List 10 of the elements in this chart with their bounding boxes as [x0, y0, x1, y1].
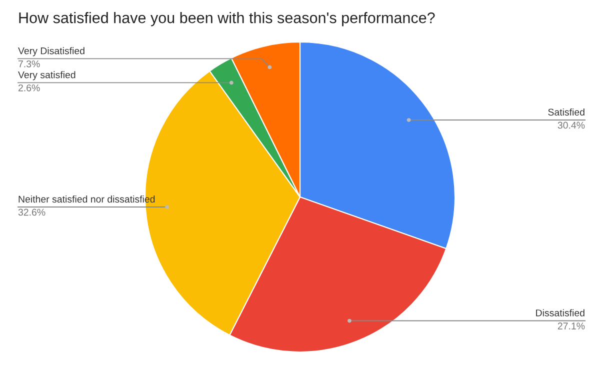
- chart-title: How satisfied have you been with this season's performance?: [19, 12, 435, 26]
- slice-label: Very satisfied: [18, 71, 76, 80]
- data-label: 30.4%: [558, 122, 585, 129]
- slice-label: Dissatisfied: [536, 309, 584, 316]
- data-label: 27.1%: [558, 322, 585, 330]
- data-label: 2.6%: [18, 84, 40, 92]
- data-label: 7.3%: [18, 60, 40, 68]
- data-label: 32.6%: [18, 208, 46, 216]
- slice-label: Very Disatisfied: [18, 47, 84, 56]
- slice-label: Satisfied: [548, 108, 584, 116]
